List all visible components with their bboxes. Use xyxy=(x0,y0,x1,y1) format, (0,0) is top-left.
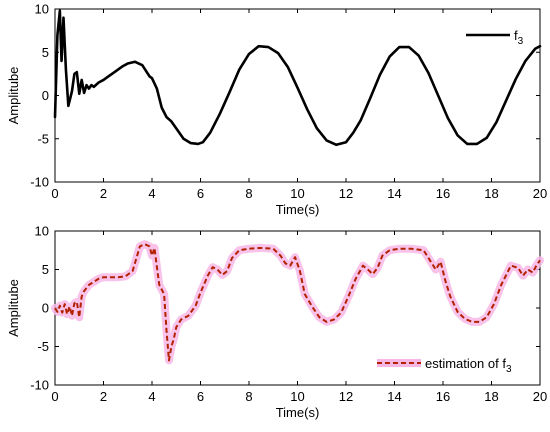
x-axis-label: Time(s) xyxy=(276,202,320,217)
y-tick-label: -10 xyxy=(30,378,49,393)
y-tick-label: -5 xyxy=(37,339,49,354)
x-tick-label: 0 xyxy=(51,389,58,404)
x-tick-label: 20 xyxy=(533,389,547,404)
x-tick-label: 6 xyxy=(197,389,204,404)
x-tick-label: 10 xyxy=(290,389,304,404)
x-tick-label: 16 xyxy=(436,186,450,201)
x-tick-label: 6 xyxy=(197,186,204,201)
legend-label: estimation of f3 xyxy=(425,356,512,375)
x-tick-label: 2 xyxy=(100,389,107,404)
legend-label: f3 xyxy=(514,28,524,47)
x-tick-label: 4 xyxy=(148,389,155,404)
series-line-f3 xyxy=(53,9,542,147)
y-tick-label: 0 xyxy=(42,301,49,316)
y-axis-label: Amplitube xyxy=(6,279,21,337)
y-tick-label: 10 xyxy=(35,224,49,239)
x-tick-label: 14 xyxy=(387,389,401,404)
x-tick-label: 2 xyxy=(100,186,107,201)
x-tick-label: 20 xyxy=(533,186,547,201)
plot-area xyxy=(54,8,541,183)
y-tick-label: 0 xyxy=(42,88,49,103)
y-tick-label: -10 xyxy=(30,175,49,190)
x-tick-label: 10 xyxy=(290,186,304,201)
chart-f3: 0 2 4 6 8 10 12 14 16 18 20 10 5 0 -5 -10 Time(s) Amplitu… xyxy=(6,2,547,218)
chart-estimation-of-f3: 0 2 4 6 8 10 12 14 16 18 20 10 5 0 -5 -10 Time(s) Amplitu… xyxy=(6,224,547,421)
x-axis-label: Time(s) xyxy=(276,405,320,420)
x-tick-label: 14 xyxy=(387,186,401,201)
y-tick-label: -5 xyxy=(37,131,49,146)
x-tick-label: 12 xyxy=(339,186,353,201)
y-tick-label: 10 xyxy=(35,2,49,17)
y-tick-label: 5 xyxy=(42,45,49,60)
x-tick-label: 8 xyxy=(245,186,252,201)
x-tick-label: 12 xyxy=(339,389,353,404)
x-tick-label: 0 xyxy=(51,186,58,201)
x-tick-label: 16 xyxy=(436,389,450,404)
y-axis-label: Amplitube xyxy=(6,67,21,125)
x-tick-label: 18 xyxy=(484,389,498,404)
x-tick-label: 18 xyxy=(484,186,498,201)
x-tick-label: 4 xyxy=(148,186,155,201)
x-tick-label: 8 xyxy=(245,389,252,404)
y-tick-label: 5 xyxy=(42,262,49,277)
series-line-estimation xyxy=(54,243,541,362)
